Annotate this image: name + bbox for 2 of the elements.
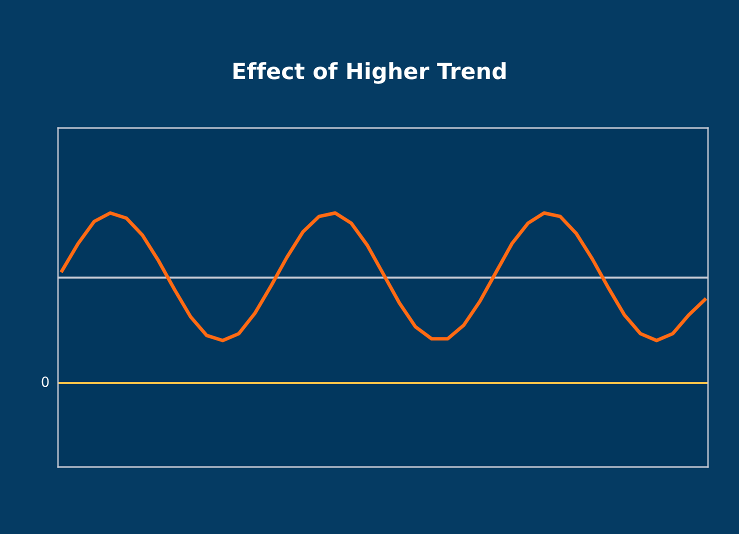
ref-line-label: 0 <box>42 376 49 388</box>
chart-title: Effect of Higher Trend <box>234 62 506 84</box>
